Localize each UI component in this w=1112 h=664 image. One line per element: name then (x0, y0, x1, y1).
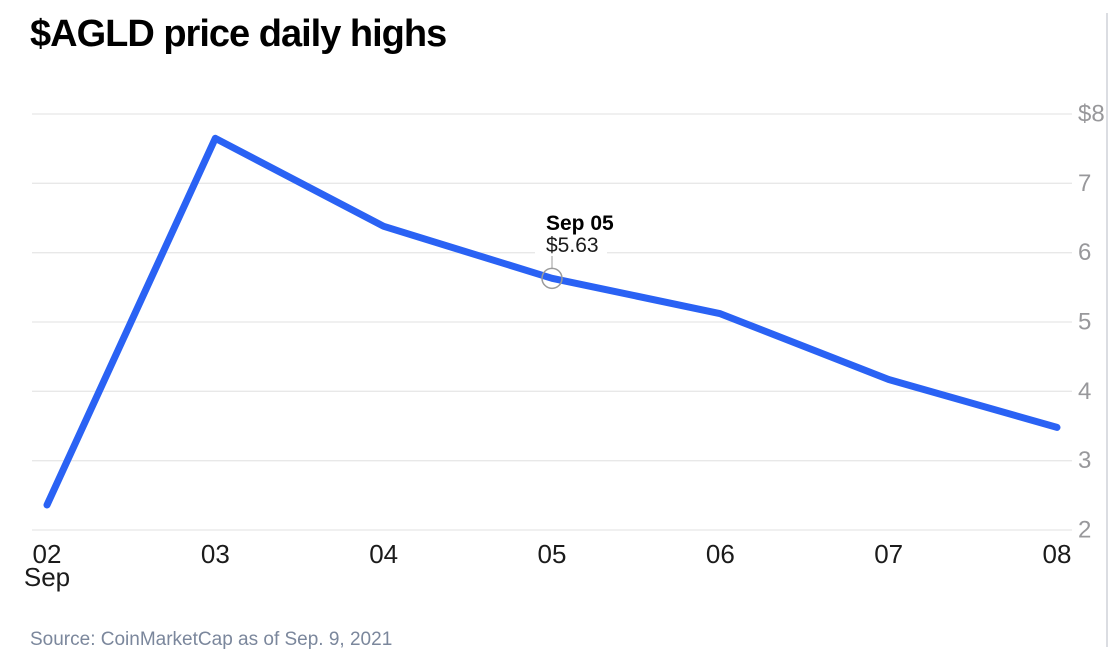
x-axis-label: 04 (369, 539, 398, 569)
highlighted-point-marker[interactable] (541, 267, 563, 290)
tooltip-mask (535, 232, 607, 258)
x-axis-label: 03 (201, 539, 230, 569)
chart-title: $AGLD price daily highs (30, 13, 447, 55)
price-line-chart[interactable]: $8 7 6 5 4 3 2 02 03 04 05 06 07 08 Sep Sep 05$5.63 (0, 0, 1112, 610)
x-axis-label: 06 (706, 539, 735, 569)
y-axis-label: 5 (1078, 309, 1091, 336)
y-axis-label: 7 (1078, 170, 1091, 197)
y-axis-label: 6 (1078, 239, 1091, 266)
x-axis-label: 08 (1043, 539, 1072, 569)
price-line[interactable] (43, 134, 1061, 509)
tooltip-date-label: Sep 05 (546, 212, 614, 235)
x-axis-label: 07 (874, 539, 903, 569)
x-axis-label: 05 (538, 539, 567, 569)
tooltip-value-label: $5.63 (546, 234, 599, 257)
y-axis-label: $8 (1078, 101, 1105, 128)
x-axis-month-label: Sep (24, 562, 70, 592)
y-axis-label: 3 (1078, 447, 1091, 474)
y-axis-label: 4 (1078, 378, 1091, 405)
y-axis-label: 2 (1078, 517, 1091, 544)
right-border-line (1106, 13, 1108, 647)
x-axis-label: 02 (33, 539, 62, 569)
source-note: Source: CoinMarketCap as of Sep. 9, 2021 (30, 629, 393, 650)
